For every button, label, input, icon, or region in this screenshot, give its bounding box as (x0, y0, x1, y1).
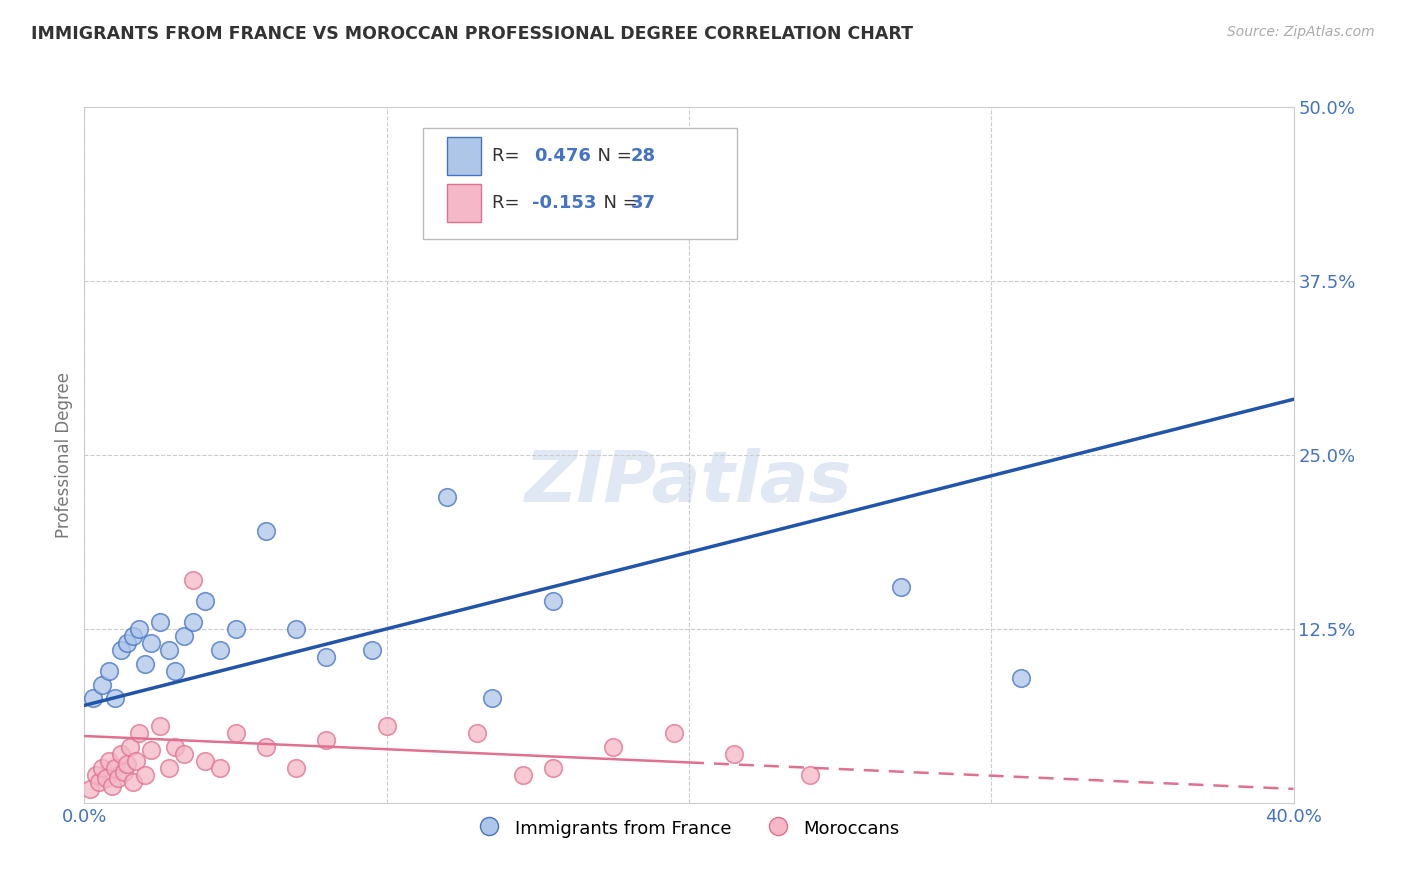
Y-axis label: Professional Degree: Professional Degree (55, 372, 73, 538)
Point (254, 524, 277, 539)
Text: -0.153: -0.153 (531, 194, 596, 211)
Point (194, 594, 217, 608)
Point (139, 636, 162, 650)
Point (110, 642, 132, 657)
Point (100, 779, 122, 793)
Point (110, 747, 132, 761)
Point (82, 691, 104, 706)
Point (157, 642, 180, 657)
Text: 0.476: 0.476 (534, 147, 591, 165)
Point (254, 740, 277, 755)
Point (94, 771, 117, 785)
Point (723, 747, 745, 761)
Point (104, 691, 127, 706)
Point (104, 761, 127, 775)
Text: Source: ZipAtlas.com: Source: ZipAtlas.com (1227, 25, 1375, 39)
Point (97, 664, 120, 678)
Point (128, 726, 150, 740)
Point (134, 768, 156, 782)
Point (107, 771, 129, 785)
Text: R=: R= (492, 147, 531, 165)
Point (149, 719, 172, 733)
Point (125, 754, 148, 768)
Point (173, 747, 195, 761)
Point (285, 622, 308, 636)
Point (91, 761, 114, 775)
Point (890, 580, 912, 594)
Point (225, 622, 247, 636)
Point (121, 629, 143, 643)
Text: 37: 37 (631, 194, 657, 211)
Point (157, 761, 180, 775)
Text: 28: 28 (631, 147, 657, 165)
Point (91, 677, 114, 691)
Point (1011, 671, 1033, 685)
Point (89, 775, 111, 789)
Point (97, 754, 120, 768)
Point (181, 573, 204, 587)
Point (436, 490, 458, 504)
Point (134, 657, 156, 671)
Point (633, 184, 655, 198)
Point (209, 761, 232, 775)
Text: IMMIGRANTS FROM FRANCE VS MOROCCAN PROFESSIONAL DEGREE CORRELATION CHART: IMMIGRANTS FROM FRANCE VS MOROCCAN PROFE… (31, 25, 912, 43)
Point (121, 775, 143, 789)
Point (112, 765, 135, 780)
Point (799, 768, 821, 782)
Point (285, 761, 308, 775)
Point (209, 642, 232, 657)
Point (481, 691, 503, 706)
Point (541, 761, 564, 775)
Point (139, 743, 162, 757)
Text: N =: N = (592, 194, 644, 211)
Point (467, 726, 489, 740)
Point (225, 726, 247, 740)
Point (128, 622, 150, 636)
FancyBboxPatch shape (447, 137, 481, 175)
Point (118, 740, 141, 755)
Point (541, 594, 564, 608)
Point (512, 768, 534, 782)
Text: N =: N = (586, 147, 638, 165)
Legend: Immigrants from France, Moroccans: Immigrants from France, Moroccans (471, 811, 907, 846)
FancyBboxPatch shape (423, 128, 737, 239)
Point (181, 615, 204, 629)
Point (315, 733, 337, 747)
Point (149, 615, 172, 629)
Text: ZIPatlas: ZIPatlas (526, 449, 852, 517)
Point (662, 726, 685, 740)
Point (360, 642, 382, 657)
Point (315, 649, 337, 664)
Point (602, 740, 624, 755)
Point (79, 781, 101, 796)
Point (115, 636, 138, 650)
FancyBboxPatch shape (447, 184, 481, 222)
Point (194, 754, 217, 768)
Point (86, 768, 108, 782)
Point (115, 756, 138, 771)
Point (375, 719, 398, 733)
Point (165, 740, 187, 755)
Point (165, 664, 187, 678)
Text: R=: R= (492, 194, 524, 211)
Point (173, 629, 195, 643)
